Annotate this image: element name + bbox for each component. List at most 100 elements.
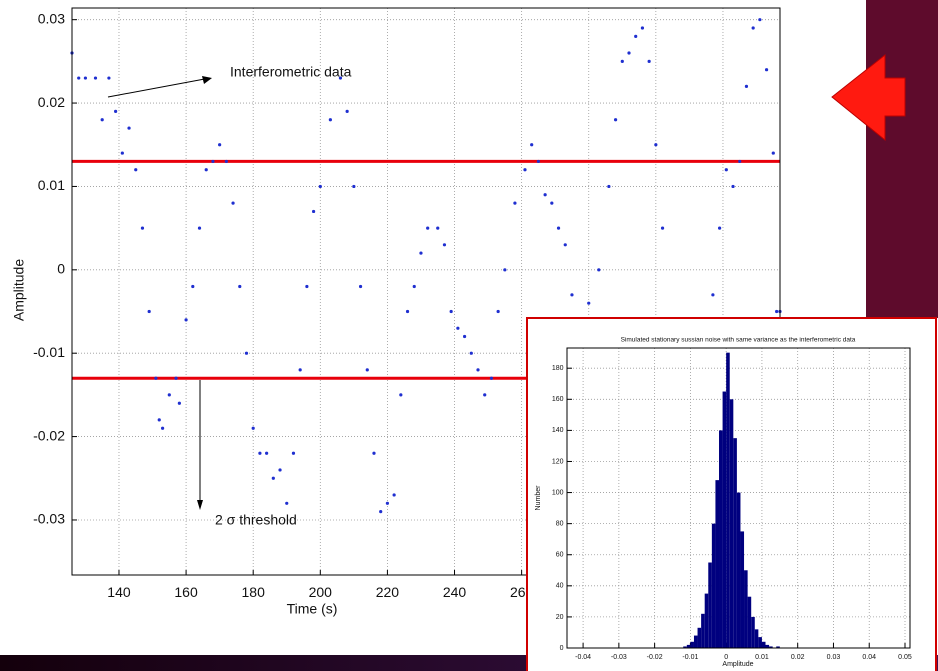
data-point <box>711 293 715 297</box>
x-tick-label: -0.04 <box>575 654 591 661</box>
histogram-bar <box>747 596 752 648</box>
y-tick-label: 140 <box>552 427 564 434</box>
data-point <box>718 226 722 230</box>
data-point <box>392 493 396 497</box>
data-point <box>563 243 567 247</box>
data-point <box>597 268 601 272</box>
histogram-bar <box>686 644 691 648</box>
data-point <box>764 68 769 72</box>
data-point <box>476 368 480 372</box>
data-point <box>218 143 222 147</box>
histogram-bar <box>693 635 698 648</box>
data-point <box>177 401 181 405</box>
data-point <box>278 468 282 472</box>
histogram-bar <box>722 391 727 648</box>
x-tick-label: 200 <box>309 584 333 600</box>
data-point <box>654 143 658 147</box>
histogram-bar <box>754 629 759 648</box>
data-point <box>469 351 473 355</box>
data-point <box>305 284 309 289</box>
data-point <box>160 426 165 430</box>
data-point <box>285 501 289 505</box>
side-panel <box>866 0 938 318</box>
data-point <box>120 151 124 155</box>
y-tick-label: 0.02 <box>38 94 65 110</box>
histogram-bar <box>765 644 770 648</box>
data-point <box>570 293 574 297</box>
data-point <box>613 118 618 122</box>
data-point <box>399 393 403 397</box>
y-tick-label: 180 <box>552 365 564 372</box>
y-tick-label: -0.01 <box>33 344 65 360</box>
data-point <box>405 309 410 314</box>
red-arrow <box>831 53 906 142</box>
histogram-bar <box>708 562 712 648</box>
y-axis-label: Amplitude <box>11 259 27 321</box>
data-point <box>244 351 249 355</box>
histogram-bar <box>715 480 720 648</box>
data-point <box>224 159 228 164</box>
data-point <box>758 18 762 22</box>
data-point <box>345 109 349 113</box>
data-point <box>489 376 494 380</box>
data-point <box>147 309 151 314</box>
data-point <box>134 168 138 172</box>
annotation: 2 σ threshold <box>215 512 297 528</box>
axes-frame <box>566 347 911 649</box>
x-tick-label: 0 <box>724 654 728 661</box>
histogram-bar <box>701 613 705 648</box>
data-point <box>258 451 262 455</box>
y-tick-label: 0.01 <box>38 177 65 193</box>
x-tick-label: 240 <box>443 584 467 600</box>
data-point <box>449 309 453 314</box>
histogram-bar <box>751 616 755 648</box>
data-point <box>174 376 178 380</box>
data-point <box>536 159 541 164</box>
data-point <box>620 59 624 63</box>
data-point <box>338 76 343 80</box>
data-point <box>607 184 611 189</box>
arrow-head <box>197 500 203 510</box>
data-point <box>167 393 171 397</box>
y-axis-label: Number <box>535 485 542 511</box>
inset-title: Simulated stationary sussian noise with … <box>621 337 856 344</box>
y-tick-label: 20 <box>556 614 564 621</box>
data-point <box>154 376 158 380</box>
y-tick-label: -0.02 <box>33 427 65 443</box>
data-point <box>543 193 547 197</box>
histogram-bar <box>697 627 702 648</box>
histogram-bar <box>704 593 709 648</box>
data-point <box>426 226 430 230</box>
data-point <box>265 451 269 455</box>
data-point <box>372 451 376 455</box>
histogram-bar <box>744 570 748 648</box>
histogram-bar <box>726 352 730 648</box>
data-point <box>556 226 561 230</box>
histogram-bar <box>758 637 762 648</box>
data-point <box>204 168 208 172</box>
data-point <box>127 126 131 130</box>
data-point <box>731 184 735 189</box>
data-point <box>318 184 322 189</box>
data-point <box>738 159 742 164</box>
data-point <box>660 226 665 230</box>
data-point <box>751 26 755 30</box>
data-point <box>530 143 534 147</box>
y-tick-label: 160 <box>552 396 564 403</box>
data-point <box>140 226 145 230</box>
y-tick-label: 100 <box>552 489 564 496</box>
data-point <box>587 301 591 305</box>
data-point <box>513 201 517 205</box>
data-point <box>412 284 416 289</box>
data-point <box>627 51 631 55</box>
data-point <box>93 76 98 80</box>
x-axis-label: Amplitude <box>722 661 753 668</box>
arrow-head <box>202 76 212 84</box>
histogram-bar <box>761 641 766 648</box>
data-point <box>114 109 118 113</box>
y-tick-label: 60 <box>556 552 564 559</box>
data-point <box>640 26 645 30</box>
data-point <box>251 426 255 430</box>
data-point <box>157 418 161 422</box>
